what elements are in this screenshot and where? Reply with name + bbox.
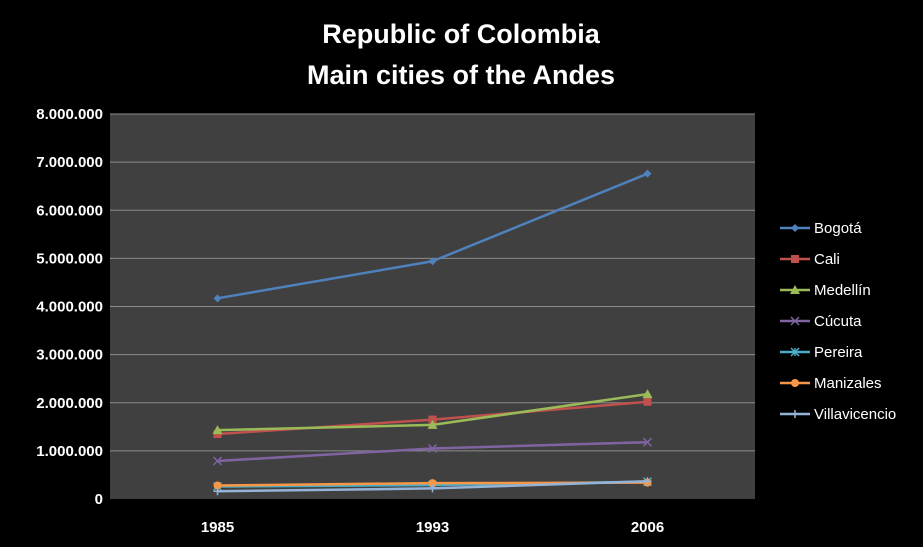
data-point (642, 389, 653, 399)
legend-marker (790, 316, 800, 326)
legend-entry: Pereira (780, 344, 863, 361)
series-3 (212, 437, 653, 466)
legend-marker (790, 285, 800, 294)
series-0 (213, 169, 652, 303)
legend-entry: Cali (780, 251, 840, 268)
legend-label: Cúcuta (814, 313, 862, 330)
legend-entry: Villavicencio (780, 406, 896, 423)
data-point (427, 443, 438, 453)
data-point (213, 294, 222, 303)
legend-marker (791, 224, 799, 232)
series-6 (213, 477, 652, 496)
series-2 (212, 389, 653, 435)
y-axis-ticks: 0 1.000.000 2.000.000 3.000.000 4.000.000 5.0… (36, 106, 103, 508)
legend-entry: Medellín (780, 282, 871, 299)
y-tick-label: 0 (95, 491, 103, 508)
y-tick-label: 5.000.000 (36, 250, 103, 267)
x-tick-label: 1993 (416, 519, 449, 536)
data-point (643, 477, 652, 486)
y-tick-label: 1.000.000 (36, 443, 103, 460)
series-lines (212, 169, 653, 496)
data-point (428, 415, 437, 424)
x-axis-ticks: 1985 1993 2006 (201, 519, 664, 536)
x-tick-label: 1985 (201, 519, 234, 536)
chart-title-line-1: Republic of Colombia (322, 19, 600, 49)
data-point (642, 437, 653, 447)
legend-label: Manizales (814, 375, 882, 392)
y-tick-label: 7.000.000 (36, 154, 103, 171)
legend-entry: Cúcuta (780, 313, 862, 330)
y-tick-label: 4.000.000 (36, 299, 103, 316)
y-tick-label: 8.000.000 (36, 106, 103, 123)
data-point (213, 487, 222, 496)
legend-label: Bogotá (814, 220, 862, 237)
legend: Bogotá Cali Medellín Cúcuta Pereira Manizales… (780, 220, 896, 423)
legend-label: Cali (814, 251, 840, 268)
data-point (643, 169, 652, 178)
legend-label: Medellín (814, 282, 871, 299)
legend-marker (791, 255, 799, 263)
x-tick-label: 2006 (631, 519, 664, 536)
legend-marker (790, 347, 800, 357)
gridlines (110, 113, 755, 452)
chart-title-line-2: Main cities of the Andes (307, 60, 615, 90)
y-tick-label: 2.000.000 (36, 395, 103, 412)
data-point (428, 257, 437, 266)
y-tick-label: 6.000.000 (36, 202, 103, 219)
y-tick-label: 3.000.000 (36, 347, 103, 364)
data-point (428, 479, 437, 488)
legend-label: Villavicencio (814, 406, 896, 423)
data-point (427, 419, 438, 429)
data-point (213, 481, 222, 490)
data-point (212, 425, 223, 435)
data-point (212, 456, 223, 466)
legend-entry: Manizales (780, 375, 882, 392)
legend-marker (791, 410, 799, 418)
legend-marker (791, 379, 799, 387)
legend-entry: Bogotá (780, 220, 862, 237)
legend-label: Pereira (814, 344, 863, 361)
data-point (428, 484, 437, 493)
data-point (643, 397, 652, 406)
